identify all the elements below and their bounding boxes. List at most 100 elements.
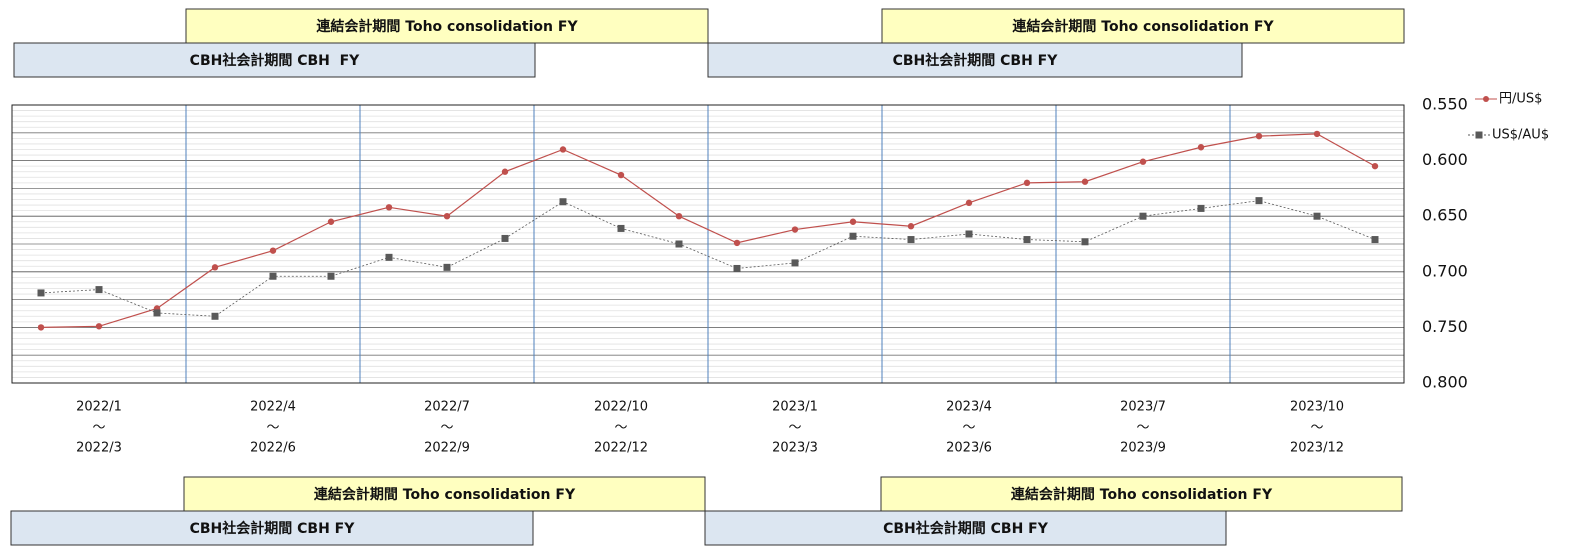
point xyxy=(1023,236,1031,244)
series-line xyxy=(40,133,1376,328)
point xyxy=(1313,212,1321,220)
point xyxy=(501,168,509,175)
x-tick-separator: ～ xyxy=(788,421,801,436)
plot-border xyxy=(11,104,1405,384)
point xyxy=(37,324,45,331)
banner-label: CBH社会計期間 CBH FY xyxy=(893,52,1059,69)
x-tick-label: 2022/3 xyxy=(76,441,122,456)
banner-label: 連結会計期間 Toho consolidation FY xyxy=(314,486,576,503)
x-tick-separator: ～ xyxy=(440,421,453,436)
x-tick-label: 2023/6 xyxy=(946,441,992,456)
point xyxy=(791,226,799,233)
point xyxy=(385,204,393,211)
point xyxy=(269,247,277,254)
point xyxy=(617,171,625,179)
x-tick-label: 2022/12 xyxy=(594,441,648,456)
banner-label: CBH社会計期間 CBH FY xyxy=(190,520,356,537)
point xyxy=(443,263,451,271)
legend-label: 円/US$ xyxy=(1499,92,1542,107)
banner xyxy=(880,476,1403,512)
banner xyxy=(881,8,1405,44)
point xyxy=(1139,212,1147,220)
point xyxy=(733,264,741,272)
x-tick-label: 2022/9 xyxy=(424,441,470,456)
x-tick-separator: ～ xyxy=(614,421,627,436)
x-tick-label: 2023/12 xyxy=(1290,441,1344,456)
x-tick-label: 2022/10 xyxy=(594,400,648,415)
banner-label: 連結会計期間 Toho consolidation FY xyxy=(1011,486,1273,503)
point xyxy=(1081,178,1089,185)
point xyxy=(327,218,335,225)
banner xyxy=(707,42,1243,78)
point xyxy=(1371,236,1379,244)
point xyxy=(1081,238,1089,246)
point xyxy=(1371,162,1379,170)
point xyxy=(965,230,973,238)
y-tick-label: 0.650 xyxy=(1422,206,1468,225)
point xyxy=(849,218,857,225)
point xyxy=(443,213,451,220)
x-tick-label: 2022/4 xyxy=(250,400,296,415)
point xyxy=(675,213,683,220)
point xyxy=(153,309,161,317)
point xyxy=(675,240,683,248)
legend-marker xyxy=(1483,96,1489,102)
legend-marker xyxy=(1475,131,1483,139)
x-tick-separator: ～ xyxy=(1136,421,1149,436)
point xyxy=(1197,204,1205,212)
x-tick-separator: ～ xyxy=(1310,421,1323,436)
point xyxy=(907,236,915,244)
x-tick-label: 2023/1 xyxy=(772,400,818,415)
point xyxy=(211,264,219,271)
point xyxy=(559,146,567,153)
y-tick-label: 0.550 xyxy=(1422,95,1468,114)
point xyxy=(559,198,567,206)
banner-label: CBH社会計期間 CBH FY xyxy=(883,520,1049,537)
point xyxy=(269,272,277,280)
point xyxy=(791,259,799,267)
point xyxy=(1313,130,1321,138)
y-tick-label: 0.600 xyxy=(1422,150,1468,169)
x-tick-label: 2022/6 xyxy=(250,441,296,456)
point xyxy=(617,224,625,232)
point xyxy=(1139,158,1147,165)
point xyxy=(95,323,103,330)
legend-label: US$/AU$ xyxy=(1492,128,1549,143)
y-tick-label: 0.700 xyxy=(1422,261,1468,280)
x-tick-label: 2022/7 xyxy=(424,400,470,415)
point xyxy=(733,239,741,247)
x-tick-label: 2022/1 xyxy=(76,400,122,415)
y-tick-label: 0.750 xyxy=(1422,317,1468,336)
point xyxy=(1255,197,1263,205)
x-tick-separator: ～ xyxy=(92,421,105,436)
point xyxy=(95,286,103,294)
point xyxy=(327,272,335,280)
x-tick-label: 2023/4 xyxy=(946,400,992,415)
point xyxy=(37,289,45,297)
x-tick-label: 2023/9 xyxy=(1120,441,1166,456)
x-tick-label: 2023/10 xyxy=(1290,400,1344,415)
point xyxy=(907,223,915,230)
point xyxy=(501,234,509,242)
x-tick-separator: ～ xyxy=(266,421,279,436)
point xyxy=(211,312,219,320)
banner-label: CBH社会計期間 CBH FY xyxy=(190,52,361,69)
y-tick-label: 0.800 xyxy=(1422,373,1468,392)
banner-label: 連結会計期間 Toho consolidation FY xyxy=(1012,18,1274,35)
x-tick-label: 2023/3 xyxy=(772,441,818,456)
x-tick-separator: ～ xyxy=(962,421,975,436)
banner xyxy=(185,8,709,44)
banner xyxy=(10,510,534,546)
x-tick-label: 2023/7 xyxy=(1120,400,1166,415)
point xyxy=(1197,144,1205,151)
point xyxy=(965,199,973,207)
point xyxy=(849,232,857,240)
banner-label: 連結会計期間 Toho consolidation FY xyxy=(316,18,578,35)
point xyxy=(1255,132,1263,140)
banner xyxy=(704,510,1227,546)
point xyxy=(385,253,393,261)
banner xyxy=(13,42,536,78)
series-line xyxy=(40,200,1376,317)
point xyxy=(1023,179,1031,187)
